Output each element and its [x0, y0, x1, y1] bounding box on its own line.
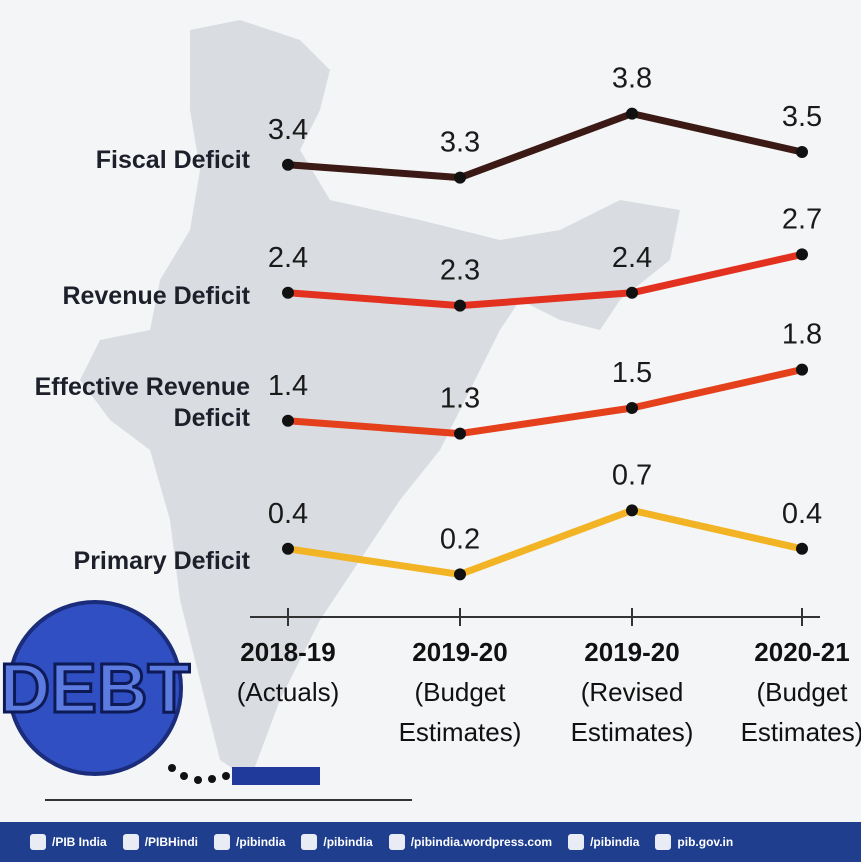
- series-line: [287, 366, 803, 438]
- data-point: [626, 402, 638, 414]
- footer-item: /PIB India: [30, 834, 107, 850]
- footer-item: /pibindia: [568, 834, 639, 850]
- social-icon: [301, 834, 318, 850]
- x-tick-label: 2020-21: [754, 637, 850, 667]
- data-label: 1.8: [782, 319, 822, 351]
- data-point: [626, 504, 638, 517]
- data-label: 2.4: [612, 242, 652, 274]
- footer-link: /PIB India: [52, 835, 107, 849]
- series-line: [287, 110, 803, 182]
- footer-item: pib.gov.in: [655, 834, 733, 850]
- series-line: [287, 506, 803, 578]
- data-label: 1.5: [612, 357, 652, 389]
- data-point: [282, 414, 294, 427]
- footer-link: /pibindia: [590, 835, 640, 849]
- data-label: 0.2: [440, 523, 480, 555]
- logo-dots: [168, 764, 230, 784]
- x-category: 2018-19 (Actuals): [203, 632, 373, 712]
- social-icon: [122, 834, 139, 850]
- x-category: 2020-21 (Budget Estimates): [717, 632, 861, 752]
- footer-link: /pibindia: [323, 835, 373, 849]
- data-label: 3.4: [268, 114, 308, 146]
- data-label: 0.4: [782, 498, 822, 530]
- data-label: 1.3: [440, 383, 480, 415]
- data-point: [796, 542, 808, 555]
- social-icon: [568, 834, 585, 850]
- data-point: [796, 146, 808, 158]
- data-label: 0.4: [268, 498, 308, 530]
- footer: /PIB India/PIBHindi/pibindia/pibindia/pi…: [0, 822, 861, 862]
- data-label: 2.4: [268, 242, 308, 274]
- footer-item: /pibindia: [301, 834, 373, 850]
- x-tick-label: 2019-20: [584, 637, 680, 667]
- series-name: Revenue Deficit: [62, 282, 250, 310]
- data-label: 2.3: [440, 255, 480, 287]
- data-point: [282, 542, 294, 555]
- data-label: 3.5: [782, 101, 822, 133]
- footer-link: /pibindia.wordpress.com: [410, 835, 553, 849]
- x-category: 2019-20 (Revised Estimates): [547, 632, 717, 752]
- data-label: 0.7: [612, 459, 652, 491]
- logo-bar: [232, 767, 320, 785]
- logo-circle: [7, 600, 183, 776]
- data-label: 2.7: [782, 203, 822, 235]
- x-category: 2019-20 (Budget Estimates): [375, 632, 545, 752]
- data-point: [454, 568, 466, 581]
- data-point: [282, 158, 294, 171]
- footer-item: /PIBHindi: [122, 834, 199, 850]
- data-point: [454, 171, 466, 184]
- x-tick-note: (Budget Estimates): [398, 677, 522, 747]
- footer-link: /PIBHindi: [144, 835, 199, 849]
- x-tick-note: (Budget Estimates): [740, 677, 861, 747]
- data-point: [796, 363, 808, 376]
- data-point: [454, 299, 466, 312]
- series-name: Fiscal Deficit: [95, 146, 250, 174]
- footer-item: /pibindia.wordpress.com: [388, 834, 553, 850]
- social-icon: [388, 834, 405, 850]
- map-silhouette: [80, 20, 680, 780]
- data-label: 3.8: [612, 63, 652, 95]
- data-label: 1.4: [268, 370, 308, 402]
- footer-link: pib.gov.in: [677, 835, 734, 849]
- data-label: 3.3: [440, 127, 480, 159]
- x-tick-note: (Actuals): [236, 677, 340, 707]
- footer-link: /pibindia: [236, 835, 286, 849]
- chart: DEBT 3.4 3.3 3.8 3.5 2.4 2.3 2.4 2.7 1.4 1.3 1.5 1.…: [0, 20, 822, 801]
- data-point: [626, 286, 638, 299]
- series-name: Primary Deficit: [73, 547, 250, 575]
- social-icon: [655, 834, 672, 850]
- x-tick-label: 2019-20: [412, 637, 508, 667]
- x-tick-note: (Revised Estimates): [570, 677, 694, 747]
- footer-item: /pibindia: [214, 834, 285, 850]
- data-point: [796, 248, 808, 261]
- logo-text: DEBT: [0, 649, 190, 727]
- social-icon: [30, 834, 46, 850]
- data-point: [626, 107, 638, 120]
- series-line: [287, 250, 803, 310]
- data-point: [282, 286, 294, 299]
- x-tick-label: 2018-19: [240, 637, 336, 667]
- series-name: Effective Revenue Deficit: [34, 373, 250, 432]
- social-icon: [214, 834, 231, 850]
- data-point: [454, 427, 466, 440]
